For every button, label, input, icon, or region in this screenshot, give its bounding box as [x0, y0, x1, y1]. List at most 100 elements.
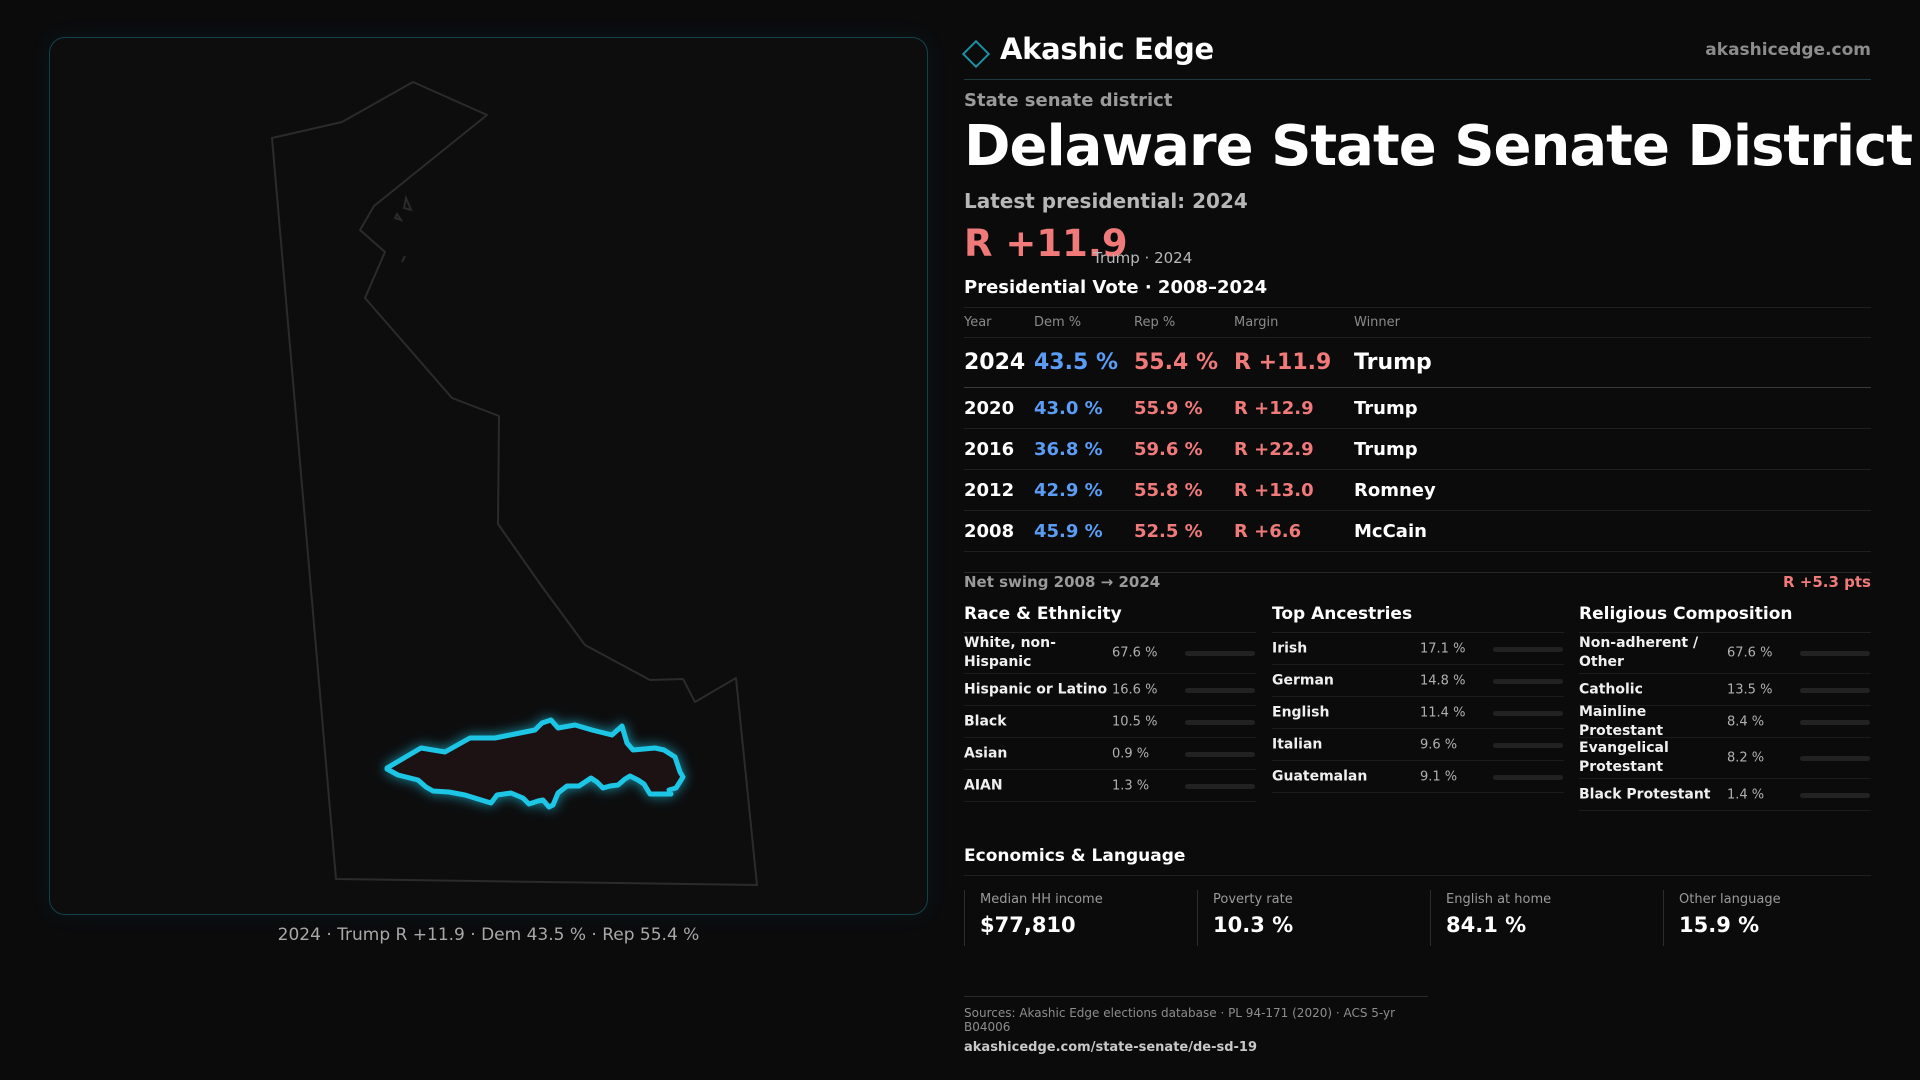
row-value: 1.3 %: [1112, 778, 1150, 793]
row-label: Guatemalan: [1272, 768, 1368, 784]
stat-value: 15.9 %: [1679, 913, 1760, 937]
cell-rep: 55.8 %: [1134, 469, 1234, 511]
net-swing-row: Net swing 2008 → 2024 R +5.3 pts: [964, 572, 1871, 592]
cell-dem: 45.9 %: [1034, 510, 1134, 552]
cell-year: 2020: [964, 387, 1034, 429]
page-title: Delaware State Senate District 19: [964, 114, 1920, 179]
row-label: Mainline Protestant: [1579, 703, 1664, 739]
cell-dem: 36.8 %: [1034, 428, 1134, 470]
row-label: Evangelical Protestant: [1579, 740, 1669, 775]
share-bar: [1800, 687, 1870, 693]
row-label: Asian: [964, 745, 1008, 761]
economics-stats: Median HH income $77,810 Poverty rate 10…: [964, 890, 1871, 946]
brand-name[interactable]: Akashic Edge: [1000, 32, 1214, 66]
district-highlight[interactable]: [384, 717, 686, 810]
share-bar: [1185, 687, 1255, 693]
cell-winner: Trump: [1354, 428, 1871, 470]
row-label: Non-adherent / Other: [1579, 635, 1699, 670]
cell-margin: R +12.9: [1234, 387, 1354, 429]
sources-footer: Sources: Akashic Edge elections database…: [964, 996, 1428, 1055]
list-item: Black 10.5 %: [964, 706, 1256, 738]
source-link[interactable]: akashicedge.com/state-senate/de-sd-19: [964, 1040, 1258, 1055]
stat-median-income: Median HH income $77,810: [964, 890, 1184, 946]
row-label: German: [1272, 672, 1334, 688]
cell-winner: Romney: [1354, 469, 1871, 511]
list-item: Catholic 13.5 %: [1579, 674, 1871, 706]
column-header-dem: Dem %: [1034, 307, 1134, 338]
row-value: 9.1 %: [1420, 769, 1458, 784]
stat-other-language: Other language 15.9 %: [1663, 890, 1883, 946]
row-label: Hispanic or Latino: [964, 681, 1108, 697]
religious-composition-panel: Religious Composition Non-adherent / Oth…: [1579, 604, 1871, 811]
share-bar: [1800, 792, 1870, 798]
list-item: AIAN 1.3 %: [964, 770, 1256, 802]
column-header-winner: Winner: [1354, 307, 1871, 338]
share-bar: [1493, 710, 1563, 716]
stat-label: English at home: [1446, 892, 1552, 907]
row-label: Black: [964, 713, 1007, 729]
column-header-year: Year: [964, 307, 1034, 338]
cell-margin: R +22.9: [1234, 428, 1354, 470]
row-label: Catholic: [1579, 681, 1643, 697]
stat-value: 84.1 %: [1446, 913, 1527, 937]
list-item: Italian 9.6 %: [1272, 729, 1564, 761]
row-label: White, non-Hispanic: [964, 635, 1056, 670]
row-value: 14.8 %: [1420, 673, 1466, 688]
latest-margin-note: Trump · 2024: [1093, 249, 1193, 267]
district-type-label: State senate district: [964, 90, 1173, 111]
row-value: 16.6 %: [1112, 682, 1158, 697]
row-value: 1.4 %: [1727, 787, 1765, 802]
cell-rep: 52.5 %: [1134, 510, 1234, 552]
share-bar: [1185, 651, 1255, 656]
race-ethnicity-panel: Race & Ethnicity White, non-Hispanic 67.…: [964, 604, 1256, 802]
cell-dem: 42.9 %: [1034, 469, 1134, 511]
share-bar: [1185, 719, 1255, 725]
row-value: 8.2 %: [1727, 750, 1765, 766]
row-label: Italian: [1272, 736, 1323, 752]
table-row: 2012 42.9 % 55.8 % R +13.0 Romney: [964, 469, 1871, 511]
bay-islands: [393, 194, 413, 263]
net-swing-value: R +5.3 pts: [1783, 573, 1871, 591]
district-map-panel[interactable]: [49, 37, 928, 915]
economics-language-title: Economics & Language: [964, 846, 1871, 876]
list-item: Evangelical Protestant 8.2 %: [1579, 738, 1871, 779]
cell-winner: Trump: [1354, 387, 1871, 429]
list-item: Non-adherent / Other 67.6 %: [1579, 633, 1871, 674]
cell-rep: 59.6 %: [1134, 428, 1234, 470]
stat-label: Poverty rate: [1213, 892, 1293, 907]
stat-value: 10.3 %: [1213, 913, 1294, 937]
top-ancestries-panel: Top Ancestries Irish 17.1 % German 14.8 …: [1272, 604, 1564, 793]
share-bar: [1185, 751, 1255, 757]
sources-text: Sources: Akashic Edge elections database…: [964, 1006, 1396, 1034]
row-label: English: [1272, 704, 1330, 720]
share-bar: [1800, 756, 1870, 761]
brand-url-link[interactable]: akashicedge.com: [1705, 40, 1871, 60]
cell-year: 2012: [964, 469, 1034, 511]
list-item: Black Protestant 1.4 %: [1579, 779, 1871, 811]
table-row: 2024 43.5 % 55.4 % R +11.9 Trump: [964, 337, 1871, 388]
net-swing-label: Net swing 2008 → 2024: [964, 573, 1161, 591]
row-label: Irish: [1272, 640, 1308, 656]
latest-margin: R +11.9: [964, 222, 1128, 265]
religious-composition-title: Religious Composition: [1579, 604, 1871, 633]
map-caption: 2024 · Trump R +11.9 · Dem 43.5 % · Rep …: [277, 925, 700, 945]
district-map[interactable]: [50, 38, 929, 916]
presidential-vote-title: Presidential Vote · 2008–2024: [964, 277, 1268, 298]
row-value: 67.6 %: [1727, 645, 1773, 661]
row-value: 67.6 %: [1112, 645, 1158, 661]
race-ethnicity-title: Race & Ethnicity: [964, 604, 1256, 633]
cell-rep: 55.9 %: [1134, 387, 1234, 429]
brand-bar: Akashic Edge akashicedge.com: [961, 30, 1871, 80]
cell-year: 2008: [964, 510, 1034, 552]
row-value: 8.4 %: [1727, 714, 1765, 729]
diamond-icon: [961, 39, 991, 69]
cell-margin: R +6.6: [1234, 510, 1354, 552]
table-row: 2016 36.8 % 59.6 % R +22.9 Trump: [964, 428, 1871, 470]
cell-margin: R +13.0: [1234, 469, 1354, 511]
list-item: Hispanic or Latino 16.6 %: [964, 674, 1256, 706]
share-bar: [1800, 651, 1870, 656]
top-ancestries-title: Top Ancestries: [1272, 604, 1564, 633]
list-item: Irish 17.1 %: [1272, 633, 1564, 665]
list-item: Asian 0.9 %: [964, 738, 1256, 770]
row-value: 10.5 %: [1112, 714, 1158, 729]
